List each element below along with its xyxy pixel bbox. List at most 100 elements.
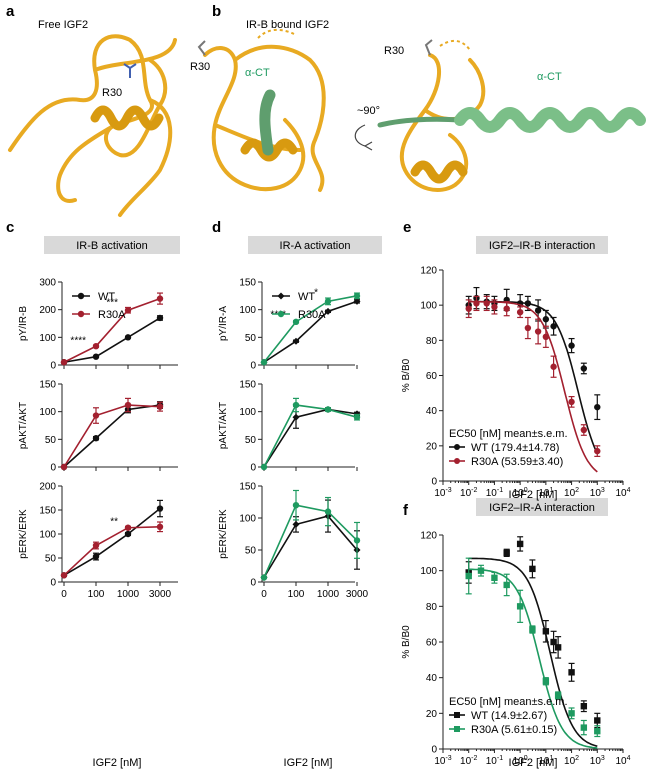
data-point [124, 530, 132, 538]
significance-annotation: **** [70, 335, 86, 346]
legend-label: R30A [298, 309, 326, 321]
data-point [92, 412, 100, 419]
y-tick-label: 40 [426, 673, 438, 684]
panel-b-residue-label: R30 [190, 61, 210, 73]
x-tick-label: 10-3 [434, 755, 451, 767]
panel-b-helix-label: α-CT [245, 67, 270, 79]
data-point [568, 669, 575, 676]
series-wt [60, 499, 164, 579]
y-tick-label: 20 [426, 441, 438, 452]
series-line [263, 408, 358, 468]
data-point [491, 574, 498, 581]
y-tick-label: 20 [426, 709, 438, 720]
data-point [503, 305, 510, 312]
data-point [324, 298, 332, 305]
data-point [124, 524, 132, 531]
panel-e-banner [476, 236, 608, 254]
series-r30a [60, 292, 164, 366]
legend-marker [77, 292, 85, 300]
series-line [63, 526, 161, 576]
series-r30a [60, 521, 164, 579]
data-point [594, 717, 601, 724]
x-tick-label: 100 [288, 589, 305, 600]
data-point [60, 359, 68, 366]
y-tick-label: 50 [245, 546, 257, 557]
data-point [92, 553, 100, 560]
legend-title: EC50 [nM] mean±s.e.m. [449, 696, 568, 708]
data-point [260, 574, 268, 581]
series-line [263, 404, 358, 468]
data-point [324, 307, 332, 315]
y-tick-label: 0 [431, 745, 437, 756]
series-line [63, 317, 161, 364]
y-tick-label: 100 [39, 530, 56, 541]
fit-curve [468, 568, 598, 749]
legend-label: WT (14.9±2.67) [471, 710, 547, 722]
series-line [63, 404, 161, 468]
chart-d-bot: 0 50 100 150 0 100 1000 3000 pERK/ERK [218, 482, 369, 601]
y-tick-label: 120 [420, 531, 437, 542]
data-point [568, 710, 575, 717]
y-axis-label: % B/B0 [401, 358, 412, 392]
y-tick-label: 100 [239, 305, 256, 316]
data-point [292, 318, 300, 326]
legend-label: R30A [98, 309, 126, 321]
y-axis-label: % B/B0 [401, 625, 412, 659]
x-tick-label: 102 [564, 755, 579, 767]
panel-c-label: c [6, 219, 14, 236]
y-tick-label: 40 [426, 406, 438, 417]
data-point [477, 567, 485, 574]
data-point [534, 307, 542, 314]
y-tick-label: 50 [245, 333, 257, 344]
legend-label: R30A (5.61±0.15) [471, 724, 557, 736]
x-tick-label: 102 [564, 487, 579, 499]
data-point [542, 333, 550, 341]
y-tick-label: 300 [39, 278, 56, 289]
panel-e-xlabel: IGF2 [nM] [509, 489, 558, 501]
data-point [568, 398, 575, 406]
y-tick-label: 100 [239, 514, 256, 525]
data-point [594, 403, 601, 411]
series-r30a [465, 557, 601, 749]
legend-title: EC50 [nM] mean±s.e.m. [449, 428, 568, 440]
series-line [263, 295, 358, 363]
panel-e-label: e [403, 219, 411, 236]
series-line [263, 504, 358, 578]
y-tick-label: 80 [426, 336, 438, 347]
data-point [60, 572, 68, 579]
y-tick-label: 0 [250, 361, 256, 372]
series-line [263, 300, 358, 363]
panel-b-helix-label-2: α-CT [537, 71, 562, 83]
x-tick-label: 10-1 [486, 755, 503, 767]
legend-marker [454, 712, 460, 718]
y-tick-label: 200 [39, 305, 56, 316]
data-point [292, 337, 300, 345]
y-tick-label: 60 [426, 638, 438, 649]
series-r30a [465, 295, 601, 473]
data-point [292, 520, 300, 528]
data-point [124, 334, 132, 341]
data-point [353, 537, 361, 544]
data-point [353, 414, 361, 421]
series-r30a [260, 489, 361, 581]
legend-label: WT [98, 291, 115, 303]
x-tick-label: 10-2 [460, 755, 477, 767]
panel-f-label: f [403, 502, 409, 519]
data-point [260, 359, 268, 366]
free-igf2-structure [8, 34, 177, 217]
data-point [529, 565, 536, 573]
x-tick-label: 0 [261, 589, 267, 600]
x-tick-label: 1000 [317, 589, 340, 600]
legend-marker [454, 444, 460, 450]
y-tick-label: 150 [239, 278, 256, 289]
y-tick-label: 200 [39, 482, 56, 493]
y-tick-label: 150 [239, 482, 256, 493]
panel-a-residue-label: R30 [102, 87, 122, 99]
y-tick-label: 100 [39, 407, 56, 418]
data-point [580, 365, 588, 372]
data-point [156, 314, 164, 322]
x-tick-label: 101 [538, 487, 553, 499]
panel-f-banner-text: IGF2–IR-A interaction [489, 502, 595, 514]
